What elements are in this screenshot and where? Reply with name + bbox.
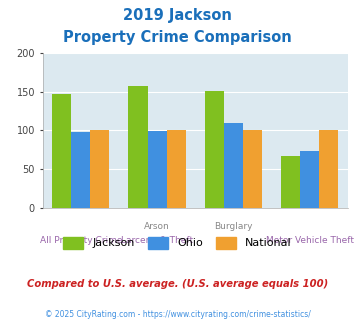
- Bar: [319, 130, 338, 208]
- Text: Arson: Arson: [144, 222, 170, 231]
- Text: Larceny & Theft: Larceny & Theft: [121, 236, 193, 245]
- Bar: [166, 130, 186, 208]
- Text: Property Crime Comparison: Property Crime Comparison: [63, 30, 292, 45]
- Bar: [224, 123, 243, 208]
- Text: © 2025 CityRating.com - https://www.cityrating.com/crime-statistics/: © 2025 CityRating.com - https://www.city…: [45, 310, 310, 319]
- Bar: [90, 130, 109, 208]
- Text: All Property Crime: All Property Crime: [39, 236, 122, 245]
- Legend: Jackson, Ohio, National: Jackson, Ohio, National: [64, 237, 291, 249]
- Bar: [281, 156, 300, 208]
- Bar: [52, 94, 71, 208]
- Bar: [129, 86, 148, 208]
- Text: 2019 Jackson: 2019 Jackson: [123, 8, 232, 23]
- Text: Burglary: Burglary: [214, 222, 253, 231]
- Bar: [71, 132, 90, 208]
- Text: Compared to U.S. average. (U.S. average equals 100): Compared to U.S. average. (U.S. average …: [27, 279, 328, 289]
- Bar: [243, 130, 262, 208]
- Text: Motor Vehicle Theft: Motor Vehicle Theft: [266, 236, 354, 245]
- Bar: [300, 151, 319, 208]
- Bar: [148, 131, 166, 208]
- Bar: [205, 91, 224, 208]
